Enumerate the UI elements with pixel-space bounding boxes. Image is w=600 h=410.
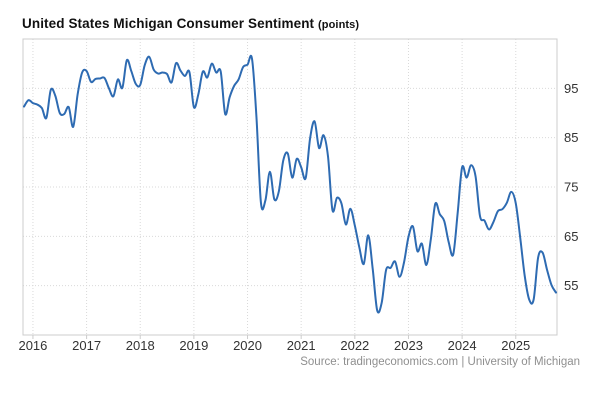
plot-border (22, 38, 558, 336)
source-line: Source: tradingeconomics.com | Universit… (300, 356, 580, 368)
x-tick-label: 2016 (18, 338, 47, 353)
source-attribution: University of Michigan (467, 356, 580, 368)
x-tick-label: 2022 (340, 338, 369, 353)
x-tick-label: 2021 (287, 338, 316, 353)
y-tick-label: 65 (564, 229, 578, 244)
y-tick-label: 55 (564, 278, 578, 293)
x-tick-label: 2020 (233, 338, 262, 353)
sentiment-line-path (23, 54, 557, 314)
y-tick-label: 85 (564, 130, 578, 145)
source-link[interactable]: tradingeconomics.com (343, 356, 459, 368)
x-tick-label: 2024 (448, 338, 477, 353)
x-tick-label: 2025 (501, 338, 530, 353)
y-tick-label: 95 (564, 81, 578, 96)
source-separator: | (458, 356, 468, 368)
x-tick-label: 2018 (126, 338, 155, 353)
x-tick-label: 2019 (179, 338, 208, 353)
chart-title-text: United States Michigan Consumer Sentimen… (22, 16, 315, 31)
source-prefix: Source: (300, 356, 344, 368)
x-tick-label: 2023 (394, 338, 423, 353)
y-tick-label: 75 (564, 180, 578, 195)
chart-title: United States Michigan Consumer Sentimen… (22, 16, 359, 31)
chart-title-unit: (points) (318, 19, 359, 31)
x-tick-label: 2017 (72, 338, 101, 353)
chart-title-unit-text: (points) (318, 19, 360, 31)
